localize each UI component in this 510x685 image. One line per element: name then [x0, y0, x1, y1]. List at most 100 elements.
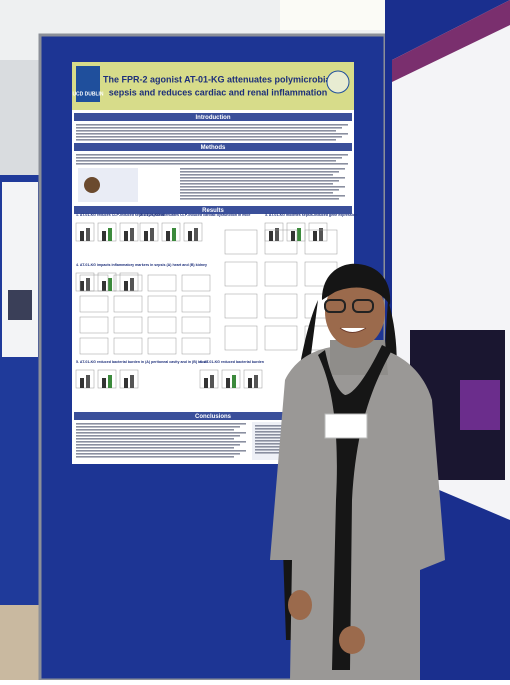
text-line — [76, 157, 342, 159]
floor — [0, 600, 45, 680]
figure-bar — [124, 281, 128, 291]
figure-bar — [86, 278, 90, 291]
poster-logo — [76, 66, 100, 102]
figure-bar — [130, 375, 134, 388]
text-line — [180, 198, 339, 200]
text-line — [76, 163, 348, 165]
figure-bar — [194, 228, 198, 241]
text-line — [76, 133, 348, 135]
text-line — [180, 195, 345, 197]
figure-bar — [102, 378, 106, 388]
figure-bar — [130, 228, 134, 241]
mouse-icon — [84, 177, 100, 193]
figure-frame — [161, 222, 181, 242]
figure-bar — [204, 378, 208, 388]
figure-bar — [80, 231, 84, 241]
figure-frame — [119, 222, 139, 242]
figure-frame — [181, 295, 211, 313]
figure-bar — [210, 375, 214, 388]
section-title: Methods — [201, 145, 226, 151]
figure-frame — [224, 261, 258, 287]
text-line — [76, 127, 342, 129]
glasses-right — [352, 299, 374, 313]
section-title: Results — [202, 208, 224, 214]
text-line — [180, 171, 339, 173]
section-bar — [74, 143, 352, 151]
figure-frame — [181, 274, 211, 292]
figure-bar — [188, 231, 192, 241]
panel-caption: 3. AT-01-KG modifies sepsis-induced gene… — [265, 213, 357, 217]
figure-frame — [264, 293, 298, 319]
poster-title: sepsis and reduces cardiac and renal inf… — [109, 87, 328, 97]
right-poster-micrograph — [460, 380, 500, 430]
text-line — [76, 441, 246, 443]
panel-caption: 4. AT-01-KG impacts inflammatory markers… — [76, 263, 207, 267]
figure-bar — [124, 378, 128, 388]
smile — [339, 327, 367, 333]
figure-bar — [297, 228, 301, 241]
figure-bar — [124, 231, 128, 241]
panel-caption: 2. AT-01-KG attenuates CLP-induced cardi… — [140, 213, 250, 217]
section-bar — [74, 206, 352, 214]
text-line — [180, 183, 333, 185]
figure-frame — [139, 222, 159, 242]
text-line — [76, 456, 234, 458]
poster-title: The FPR-2 agonist AT-01-KG attenuates po… — [103, 74, 333, 84]
figure-bar — [86, 228, 90, 241]
figure-bar — [166, 231, 170, 241]
text-line — [76, 124, 348, 126]
poster-header — [72, 62, 354, 110]
figure-frame — [147, 274, 177, 292]
section-title: Introduction — [196, 115, 231, 121]
figure-bar — [86, 375, 90, 388]
text-line — [76, 160, 336, 162]
figure-bar — [150, 228, 154, 241]
figure-bar — [108, 375, 112, 388]
right-poster-header — [392, 0, 510, 82]
text-line — [180, 192, 333, 194]
text-line — [180, 189, 339, 191]
figure-frame — [264, 261, 298, 287]
name-badge — [324, 413, 368, 439]
panel-caption: 6. AT-01-KG reduced bacterial burden — [200, 360, 264, 364]
text-line — [180, 177, 345, 179]
figure-frame — [75, 222, 95, 242]
figure-bar — [144, 231, 148, 241]
text-line — [76, 130, 336, 132]
figure-bar — [319, 228, 323, 241]
left-poster-figure — [8, 290, 32, 320]
figure-bar — [226, 378, 230, 388]
figure-frame — [113, 295, 143, 313]
text-line — [76, 453, 240, 455]
figure-frame — [308, 222, 328, 242]
figure-frame — [79, 316, 109, 334]
figure-frame — [79, 295, 109, 313]
text-line — [180, 186, 345, 188]
figure-frame — [221, 369, 241, 389]
glasses-left — [324, 299, 346, 313]
panel-caption: 5. AT-01-KG reduced bacterial burden in … — [76, 360, 208, 364]
text-line — [76, 435, 240, 437]
figure-bar — [232, 375, 236, 388]
figure-frame — [224, 229, 258, 255]
text-line — [76, 426, 240, 428]
text-line — [76, 432, 246, 434]
figure-bar — [275, 228, 279, 241]
text-line — [76, 423, 246, 425]
figure-bar — [108, 278, 112, 291]
text-line — [76, 139, 336, 141]
logo-text: UCD DUBLIN — [72, 91, 103, 97]
figure-frame — [97, 369, 117, 389]
figure-frame — [224, 325, 258, 351]
text-line — [180, 168, 345, 170]
figure-bar — [80, 378, 84, 388]
figure-bar — [291, 231, 295, 241]
figure-frame — [79, 274, 109, 292]
text-line — [76, 447, 234, 449]
text-line — [76, 444, 240, 446]
text-line — [180, 174, 333, 176]
figure-bar — [313, 231, 317, 241]
hand-left — [288, 590, 312, 620]
